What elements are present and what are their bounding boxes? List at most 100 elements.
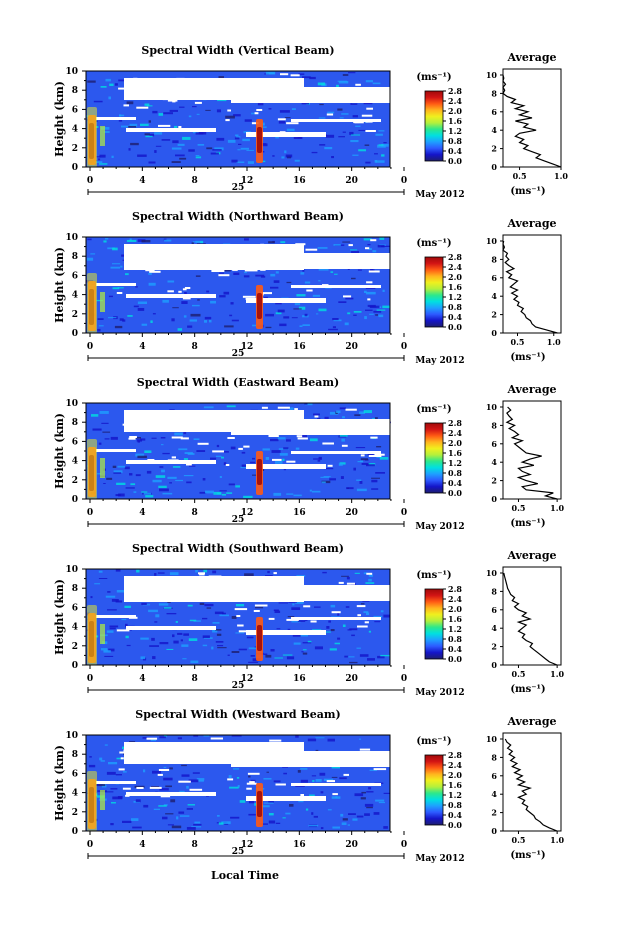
heatmap-gap <box>275 783 286 786</box>
heatmap-cell <box>231 651 240 653</box>
heatmap-gap <box>133 743 139 746</box>
heatmap-gap <box>310 620 317 623</box>
heatmap-gap <box>239 595 248 598</box>
y-tick-label: 6 <box>72 105 78 115</box>
heatmap-cell <box>317 82 326 86</box>
heatmap-cell <box>376 309 386 311</box>
heatmap-cell <box>169 572 179 576</box>
heatmap-cell <box>278 602 288 604</box>
heatmap-cell <box>107 247 115 250</box>
heatmap-gap <box>298 262 311 265</box>
avg-y-tick-label: 8 <box>491 752 497 762</box>
heatmap-cell <box>194 821 201 824</box>
heatmap-cell <box>349 661 358 664</box>
heatmap-cell <box>180 639 183 642</box>
heatmap-cell <box>222 268 231 272</box>
heatmap-cell <box>363 611 369 613</box>
heatmap-cell <box>247 161 254 164</box>
avg-x-tick-label: 0.5 <box>512 835 526 845</box>
heatmap-cell <box>111 155 114 158</box>
heatmap-cell <box>297 770 301 773</box>
heatmap-cell <box>162 816 168 820</box>
colorbar-tick-label: 1.6 <box>448 614 462 624</box>
heatmap-cell <box>107 591 111 593</box>
heatmap-cell <box>118 79 127 82</box>
heatmap-cell <box>87 238 92 241</box>
heatmap-cell <box>268 813 274 816</box>
heatmap-cell <box>115 774 122 776</box>
heatmap-cell <box>348 72 356 74</box>
avg-x-tick-label: 1.0 <box>550 835 564 845</box>
heatmap-cell <box>140 637 149 640</box>
avg-profile-line <box>503 572 558 666</box>
heatmap-gap <box>184 287 191 289</box>
heatmap-gap <box>322 284 329 287</box>
heatmap-gap <box>254 112 259 115</box>
heatmap-cell <box>301 651 304 653</box>
heatmap-cell <box>342 624 346 627</box>
heatmap-cell <box>197 144 205 146</box>
heatmap-cell <box>243 275 250 278</box>
heatmap-cell <box>265 71 276 75</box>
heatmap-cell <box>113 470 123 474</box>
heatmap-cell <box>166 648 174 650</box>
heatmap-cell <box>135 474 141 477</box>
x-tick-label: 8 <box>192 674 198 684</box>
heatmap-cell <box>97 318 104 320</box>
heatmap-cell <box>354 414 361 416</box>
heatmap-gap <box>363 783 376 786</box>
heatmap-gap <box>231 761 236 764</box>
heatmap-cell <box>338 136 345 138</box>
heatmap-gap <box>294 408 298 411</box>
heatmap-cell <box>224 325 234 328</box>
heatmap-cell <box>347 629 352 631</box>
avg-title: Average <box>506 217 556 230</box>
avg-y-tick-label: 6 <box>491 605 497 615</box>
heatmap-cell <box>157 572 165 574</box>
heatmap-gap <box>354 90 367 93</box>
heatmap-cell <box>300 779 308 783</box>
heatmap-gap <box>136 106 149 109</box>
colorbar-tick-label: 2.8 <box>448 418 462 428</box>
heatmap-cell <box>225 115 235 119</box>
heatmap-cell <box>137 455 147 459</box>
heatmap-gap <box>237 624 244 627</box>
heatmap-gap <box>314 415 319 418</box>
heatmap-cell <box>264 296 268 299</box>
heatmap-cell <box>275 822 281 824</box>
heatmap-gap <box>269 739 282 742</box>
heatmap-gap <box>119 751 129 754</box>
heatmap-cell <box>187 604 193 607</box>
heatmap-cell <box>196 450 206 452</box>
heatmap-cell <box>321 480 331 484</box>
heatmap-cell <box>171 147 182 150</box>
x-tick-label: 8 <box>192 840 198 850</box>
heatmap-gap <box>300 91 312 94</box>
avg-y-tick-label: 8 <box>491 254 497 264</box>
heatmap-cell <box>286 128 295 131</box>
date-month: May 2012 <box>415 522 464 532</box>
heatmap-gap <box>176 77 185 80</box>
y-tick-label: 2 <box>72 642 78 652</box>
heatmap-cell <box>212 149 222 151</box>
heatmap-cell <box>203 735 210 737</box>
heatmap-cell <box>233 114 241 117</box>
heatmap-gap <box>330 285 341 287</box>
heatmap-cell <box>195 240 204 243</box>
panel-title: Spectral Width (Northward Beam) <box>132 210 344 223</box>
heatmap-gap <box>205 757 211 760</box>
colorbar-tick-label: 2.0 <box>448 438 462 448</box>
colorbar <box>424 754 444 826</box>
heatmap-gap <box>256 109 263 111</box>
heatmap-cell <box>98 158 101 161</box>
colorbar-tick-label: 2.8 <box>448 584 462 594</box>
heatmap-cell <box>373 310 382 313</box>
colorbar-tick-label: 0.0 <box>448 654 462 664</box>
heatmap-cell <box>119 318 124 321</box>
heatmap-cell <box>257 103 264 106</box>
heatmap-event <box>87 273 97 333</box>
heatmap-gap <box>225 464 230 466</box>
heatmap-cell <box>304 619 308 621</box>
avg-y-tick-label: 8 <box>491 88 497 98</box>
